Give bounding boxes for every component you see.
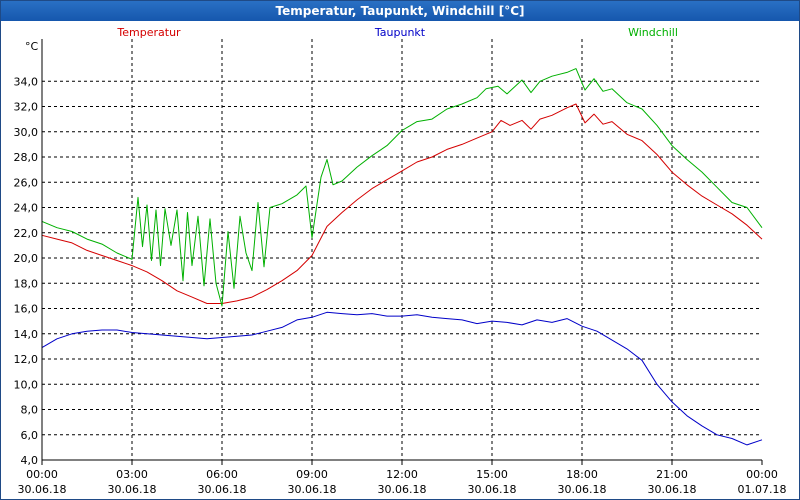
x-tick-date: 30.06.18 (288, 483, 337, 496)
grid-lines (42, 39, 762, 460)
legend: Temperatur Taupunkt Windchill (116, 26, 678, 39)
x-tick-time: 15:00 (476, 468, 508, 481)
x-tick-date: 30.06.18 (378, 483, 427, 496)
y-tick-label: 8,0 (21, 404, 39, 417)
legend-temperatur: Temperatur (116, 26, 181, 39)
y-tick-label: 24,0 (14, 202, 39, 215)
y-axis-unit-label: °C (25, 40, 39, 53)
x-tick-date: 30.06.18 (198, 483, 247, 496)
x-tick-date: 30.06.18 (108, 483, 157, 496)
x-tick-time: 21:00 (656, 468, 688, 481)
x-tick-time: 09:00 (296, 468, 328, 481)
x-tick-date: 30.06.18 (468, 483, 517, 496)
x-tick-time: 00:00 (746, 468, 778, 481)
y-tick-label: 34,0 (14, 75, 39, 88)
y-tick-label: 14,0 (14, 328, 39, 341)
x-tick-date: 30.06.18 (648, 483, 697, 496)
series-line-windchill (41, 68, 763, 307)
y-tick-label: 22,0 (14, 227, 39, 240)
y-tick-label: 32,0 (14, 101, 39, 114)
y-tick-label: 18,0 (14, 277, 39, 290)
y-tick-label: 26,0 (14, 176, 39, 189)
chart-plot: 4,0 6,0 8,0 10,0 12,0 14,0 16,0 18,0 20,0 22,0 24,… (14, 26, 787, 496)
y-tick-label: 30,0 (14, 126, 39, 139)
y-tick-label: 6,0 (21, 429, 39, 442)
y-tick-label: 10,0 (14, 378, 39, 391)
y-tick-label: 20,0 (14, 252, 39, 265)
x-tick-time: 00:00 (26, 468, 58, 481)
y-tick-label: 16,0 (14, 303, 39, 316)
window-title: Temperatur, Taupunkt, Windchill [°C] (1, 1, 799, 21)
x-tick-time: 12:00 (386, 468, 418, 481)
x-tick-time: 06:00 (206, 468, 238, 481)
y-tick-label: 12,0 (14, 353, 39, 366)
x-tick-time: 03:00 (116, 468, 148, 481)
x-tick-date: 30.06.18 (558, 483, 607, 496)
series-line-taupunkt (41, 311, 763, 446)
x-tick-time: 18:00 (566, 468, 598, 481)
axis-labels: 4,0 6,0 8,0 10,0 12,0 14,0 16,0 18,0 20,0 22,0 24,… (14, 40, 787, 496)
y-tick-label: 4,0 (21, 454, 39, 467)
x-tick-date: 01.07.18 (738, 483, 787, 496)
series-line-temperatur (41, 103, 763, 304)
series-lines (41, 68, 763, 446)
legend-windchill: Windchill (628, 26, 678, 39)
legend-taupunkt: Taupunkt (374, 26, 426, 39)
x-tick-date: 30.06.18 (18, 483, 67, 496)
y-tick-label: 28,0 (14, 151, 39, 164)
axes (41, 39, 763, 465)
